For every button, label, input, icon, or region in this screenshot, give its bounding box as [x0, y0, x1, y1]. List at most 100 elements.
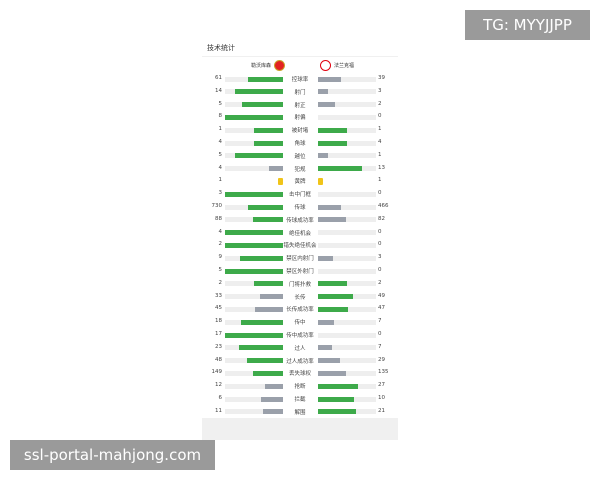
stat-label: 传中成功率: [286, 333, 314, 339]
stat-row: 14 射门 3: [202, 87, 398, 97]
stat-row: 11 解围 21: [202, 407, 398, 417]
stat-label: 传球: [294, 205, 306, 211]
away-bar-track: [318, 409, 376, 415]
home-value: 88: [215, 215, 222, 222]
stat-label: 击中门框: [288, 192, 311, 199]
away-bar-track: [318, 370, 376, 376]
stat-row: 4 角球 4: [202, 138, 398, 148]
home-bar-track: [225, 281, 283, 287]
away-bar-track: [318, 358, 376, 364]
stat-label: 传中: [294, 320, 306, 327]
home-bar-track: [225, 102, 283, 108]
home-bar-track: [225, 370, 283, 376]
away-value: 10: [378, 395, 385, 401]
stat-label: 抢断: [294, 384, 306, 391]
home-bar-track: [225, 358, 283, 364]
home-value: 23: [215, 343, 222, 350]
away-value: 0: [378, 267, 382, 273]
home-bar: [269, 166, 283, 172]
stat-label: 被封堵: [291, 128, 309, 135]
stat-row: 5 禁区外射门 0: [202, 266, 398, 276]
stat-row: 12 抢断 27: [202, 381, 398, 391]
home-bar: [254, 281, 283, 287]
home-bar-track: [225, 127, 283, 133]
home-bar: [252, 217, 283, 223]
stat-label: 长传: [294, 294, 306, 301]
stat-row: 3 击中门框 0: [202, 189, 398, 199]
stat-label: 过人: [294, 345, 306, 352]
away-value: 0: [378, 241, 382, 248]
home-bar: [225, 114, 283, 120]
away-value: 3: [378, 87, 382, 94]
home-bar-track: [225, 345, 283, 351]
watermark-top: TG: MYYJJPP: [465, 10, 590, 40]
stat-row: 2 门将扑救 2: [202, 279, 398, 289]
home-bar-track: [225, 89, 283, 95]
home-value: 6: [218, 395, 223, 401]
stat-row: 45 长传成功率 47: [202, 304, 398, 314]
away-bar: [318, 153, 328, 159]
away-bar-track: [318, 294, 376, 300]
yellow-card-icon: [318, 177, 323, 185]
away-bar: [318, 217, 346, 223]
stat-row: 17 传中成功率 0: [202, 330, 398, 340]
away-bar-track: [318, 217, 376, 223]
away-value: 82: [378, 215, 385, 222]
home-bar-track: [225, 140, 283, 146]
home-bar-track: [225, 306, 283, 312]
away-value: 2: [378, 100, 382, 107]
home-bar: [239, 255, 283, 261]
away-value: 7: [378, 343, 382, 350]
home-bar-track: [225, 294, 283, 300]
yellow-card-icon: [278, 177, 283, 185]
away-bar-track: [318, 332, 376, 338]
away-bar: [318, 166, 363, 172]
home-bar-track: [225, 204, 283, 210]
stat-row: 1 被封堵 1: [202, 125, 398, 135]
home-bar: [241, 102, 283, 108]
stat-row: 88 传球成功率 82: [202, 215, 398, 225]
home-bar-track: [225, 217, 283, 223]
stat-label: 拦截: [294, 397, 306, 403]
away-bar-track: [318, 204, 376, 210]
home-bar: [247, 76, 283, 82]
stat-row: 2 错失绝佳机会 0: [202, 240, 398, 250]
home-value: 3: [218, 190, 223, 197]
home-value: 2: [218, 279, 223, 286]
home-bar-track: [225, 191, 283, 197]
home-bar: [263, 409, 283, 415]
away-bar: [318, 319, 335, 325]
away-bar: [318, 409, 357, 415]
away-value: 47: [378, 305, 385, 312]
stat-row: 9 禁区内射门 3: [202, 253, 398, 263]
away-value: 466: [378, 203, 389, 209]
away-value: 21: [378, 407, 385, 414]
home-bar: [225, 242, 283, 248]
away-team: 法兰克福: [320, 60, 354, 71]
away-bar: [318, 127, 347, 133]
home-team: 勒沃库森: [251, 60, 286, 71]
away-bar: [318, 76, 341, 82]
home-bar-track: [225, 396, 283, 402]
away-value: 3: [378, 254, 382, 261]
away-bar-track: [318, 166, 376, 172]
home-value: 5: [218, 151, 223, 158]
home-value: 1: [218, 126, 223, 133]
home-bar-track: [225, 153, 283, 159]
home-bar-track: [225, 166, 283, 172]
away-value: 135: [378, 369, 389, 376]
home-value: 4: [218, 139, 223, 145]
away-bar: [318, 306, 348, 312]
home-value: 14: [215, 87, 222, 94]
stat-row: 23 过人 7: [202, 343, 398, 353]
stat-row: 48 过人成功率 29: [202, 356, 398, 366]
home-value: 12: [215, 382, 222, 389]
home-value: 48: [215, 356, 222, 363]
home-value: 45: [215, 305, 222, 312]
away-value: 4: [378, 139, 382, 145]
watermark-bottom: ssl-portal-mahjong.com: [10, 440, 215, 470]
home-value: 1: [218, 177, 223, 184]
away-bar-track: [318, 102, 376, 108]
stat-label: 绝佳机会: [288, 230, 311, 237]
stat-label: 丢失球权: [288, 371, 311, 378]
